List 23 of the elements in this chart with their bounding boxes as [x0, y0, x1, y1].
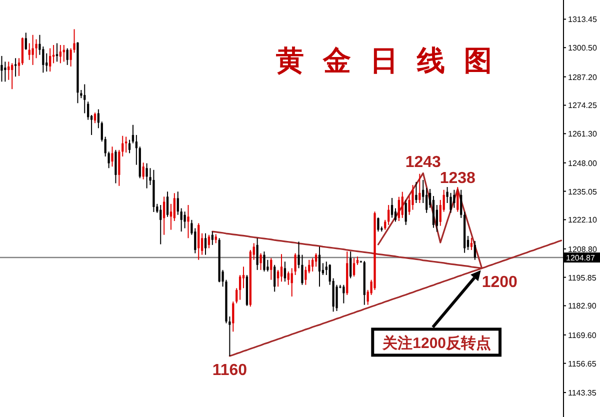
annotation: 1243 [405, 154, 442, 172]
title: 黄金日线图 [276, 45, 511, 76]
annotation: 关注1200反转点 [382, 334, 492, 352]
y-tick-label: 1156.65 [568, 359, 597, 368]
annotation: 1238 [440, 170, 476, 187]
y-tick-label: 1274.25 [568, 101, 598, 110]
ref-label: 1204.87 [564, 252, 600, 262]
y-tick-label: 1313.45 [568, 15, 598, 24]
ref-line-label: 1204.87 [566, 254, 596, 263]
callout: 关注1200反转点 [371, 328, 502, 357]
annotation: 1200 [482, 274, 518, 292]
y-tick-label: 1300.50 [568, 44, 598, 53]
y-tick-label: 1195.85 [568, 273, 597, 282]
y-tick-label: 1143.35 [568, 388, 597, 398]
y-tick-label: 1169.60 [568, 330, 597, 340]
y-tick-label: 1261.30 [568, 130, 598, 139]
y-tick-label: 1208.80 [568, 244, 598, 254]
annotation: 1160 [212, 362, 248, 379]
y-tick-label: 1235.05 [568, 187, 598, 196]
y-tick-label: 1248.00 [568, 158, 598, 168]
y-tick-label: 1222.10 [568, 216, 598, 225]
y-tick-label: 1182.90 [568, 302, 597, 311]
y-tick-label: 1287.20 [568, 72, 598, 82]
